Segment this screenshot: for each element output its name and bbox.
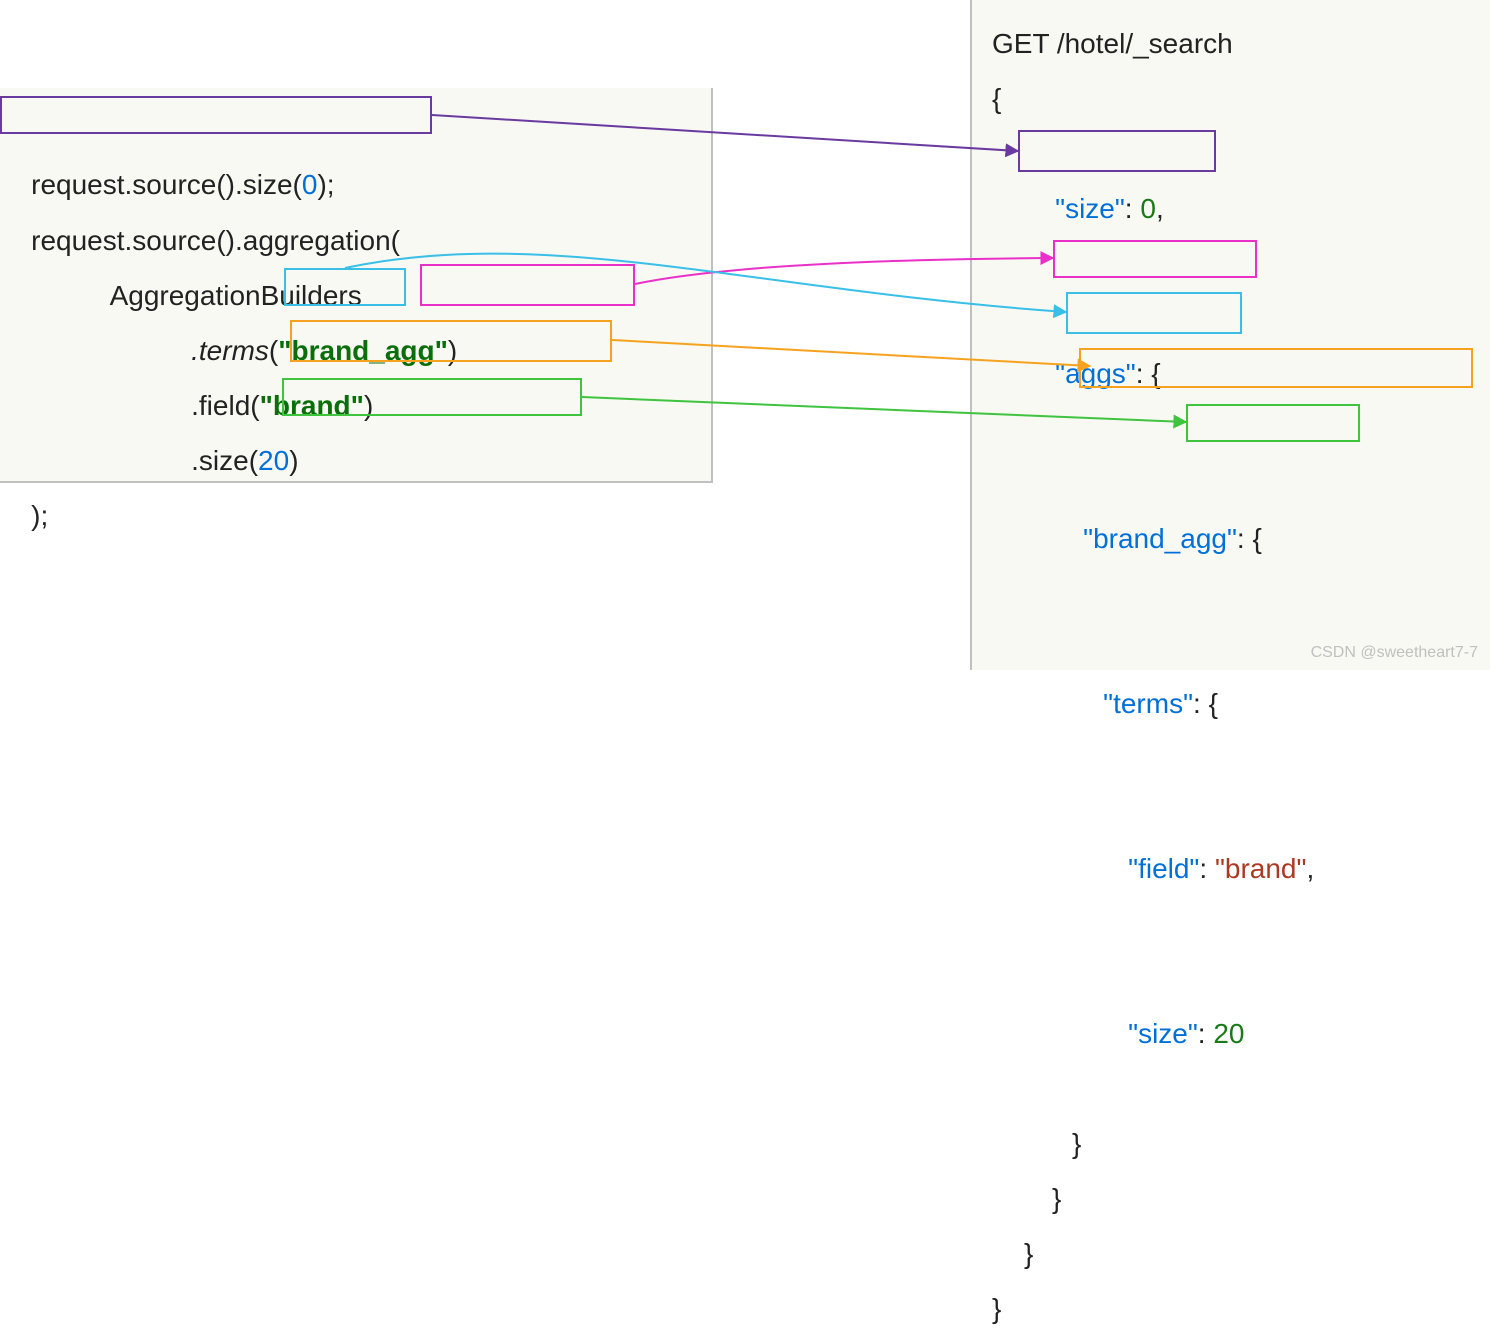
json-line-9: }	[992, 1116, 1490, 1171]
java-code-panel: request.source().size(0); request.source…	[0, 88, 713, 483]
json-line-3: "size": 0,	[992, 126, 1490, 291]
json-line-2: {	[992, 71, 1490, 126]
json-panel: GET /hotel/_search { "size": 0, "aggs": …	[970, 0, 1490, 670]
json-line-12: }	[992, 1281, 1490, 1336]
json-line-1: GET /hotel/_search	[992, 16, 1490, 71]
json-line-5: "brand_agg": {	[992, 456, 1490, 621]
java-line-7: );	[0, 433, 48, 598]
json-line-8: "size": 20	[992, 951, 1490, 1116]
watermark-text: CSDN @sweetheart7-7	[1311, 644, 1478, 662]
json-line-10: }	[992, 1171, 1490, 1226]
json-line-7: "field": "brand",	[992, 786, 1490, 951]
json-line-4: "aggs": {	[992, 291, 1490, 456]
json-line-11: }	[992, 1226, 1490, 1281]
java-line-6: .size(20)	[160, 378, 299, 543]
